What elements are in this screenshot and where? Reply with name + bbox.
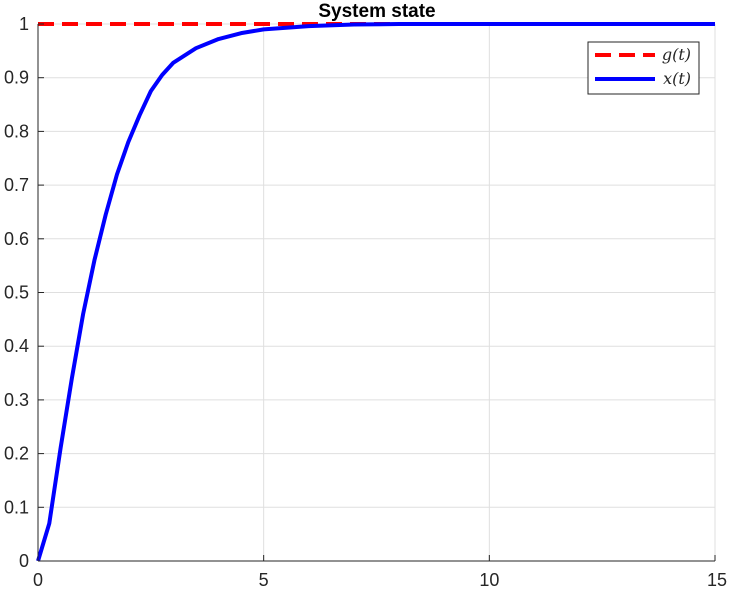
grid-lines xyxy=(37,23,716,562)
y-tick-label: 0.2 xyxy=(4,444,29,464)
x-tick-label: 5 xyxy=(259,570,269,590)
y-tick-label: 1 xyxy=(19,14,29,34)
axes xyxy=(37,23,716,562)
y-tick-label: 0.5 xyxy=(4,283,29,303)
series-line-xt xyxy=(36,22,715,562)
y-tick-label: 0.1 xyxy=(4,497,29,517)
y-tick-label: 0.3 xyxy=(4,390,29,410)
y-tick-label: 0.7 xyxy=(4,175,29,195)
y-tick-label: 0.8 xyxy=(4,121,29,141)
plot-series xyxy=(36,22,715,562)
legend: g(t) x(t) xyxy=(587,41,700,95)
x-tick-label: 15 xyxy=(707,570,727,590)
legend-label-gt: g(t) xyxy=(662,45,691,64)
y-tick-label: 0.6 xyxy=(4,229,29,249)
y-tick-label: 0 xyxy=(19,551,29,571)
legend-label-xt: x(t) xyxy=(663,69,691,88)
x-tick-label: 0 xyxy=(33,570,43,590)
legend-box xyxy=(587,41,700,95)
chart-title: System state xyxy=(318,1,435,22)
x-tick-label: 10 xyxy=(479,570,499,590)
y-tick-label: 0.9 xyxy=(4,68,29,88)
y-tick-label: 0.4 xyxy=(4,336,29,356)
tick-labels: 0 5 10 15 0 0.1 0.2 0.3 0.4 0.5 0.6 0.7 0.8 0.9 1 xyxy=(4,14,727,590)
